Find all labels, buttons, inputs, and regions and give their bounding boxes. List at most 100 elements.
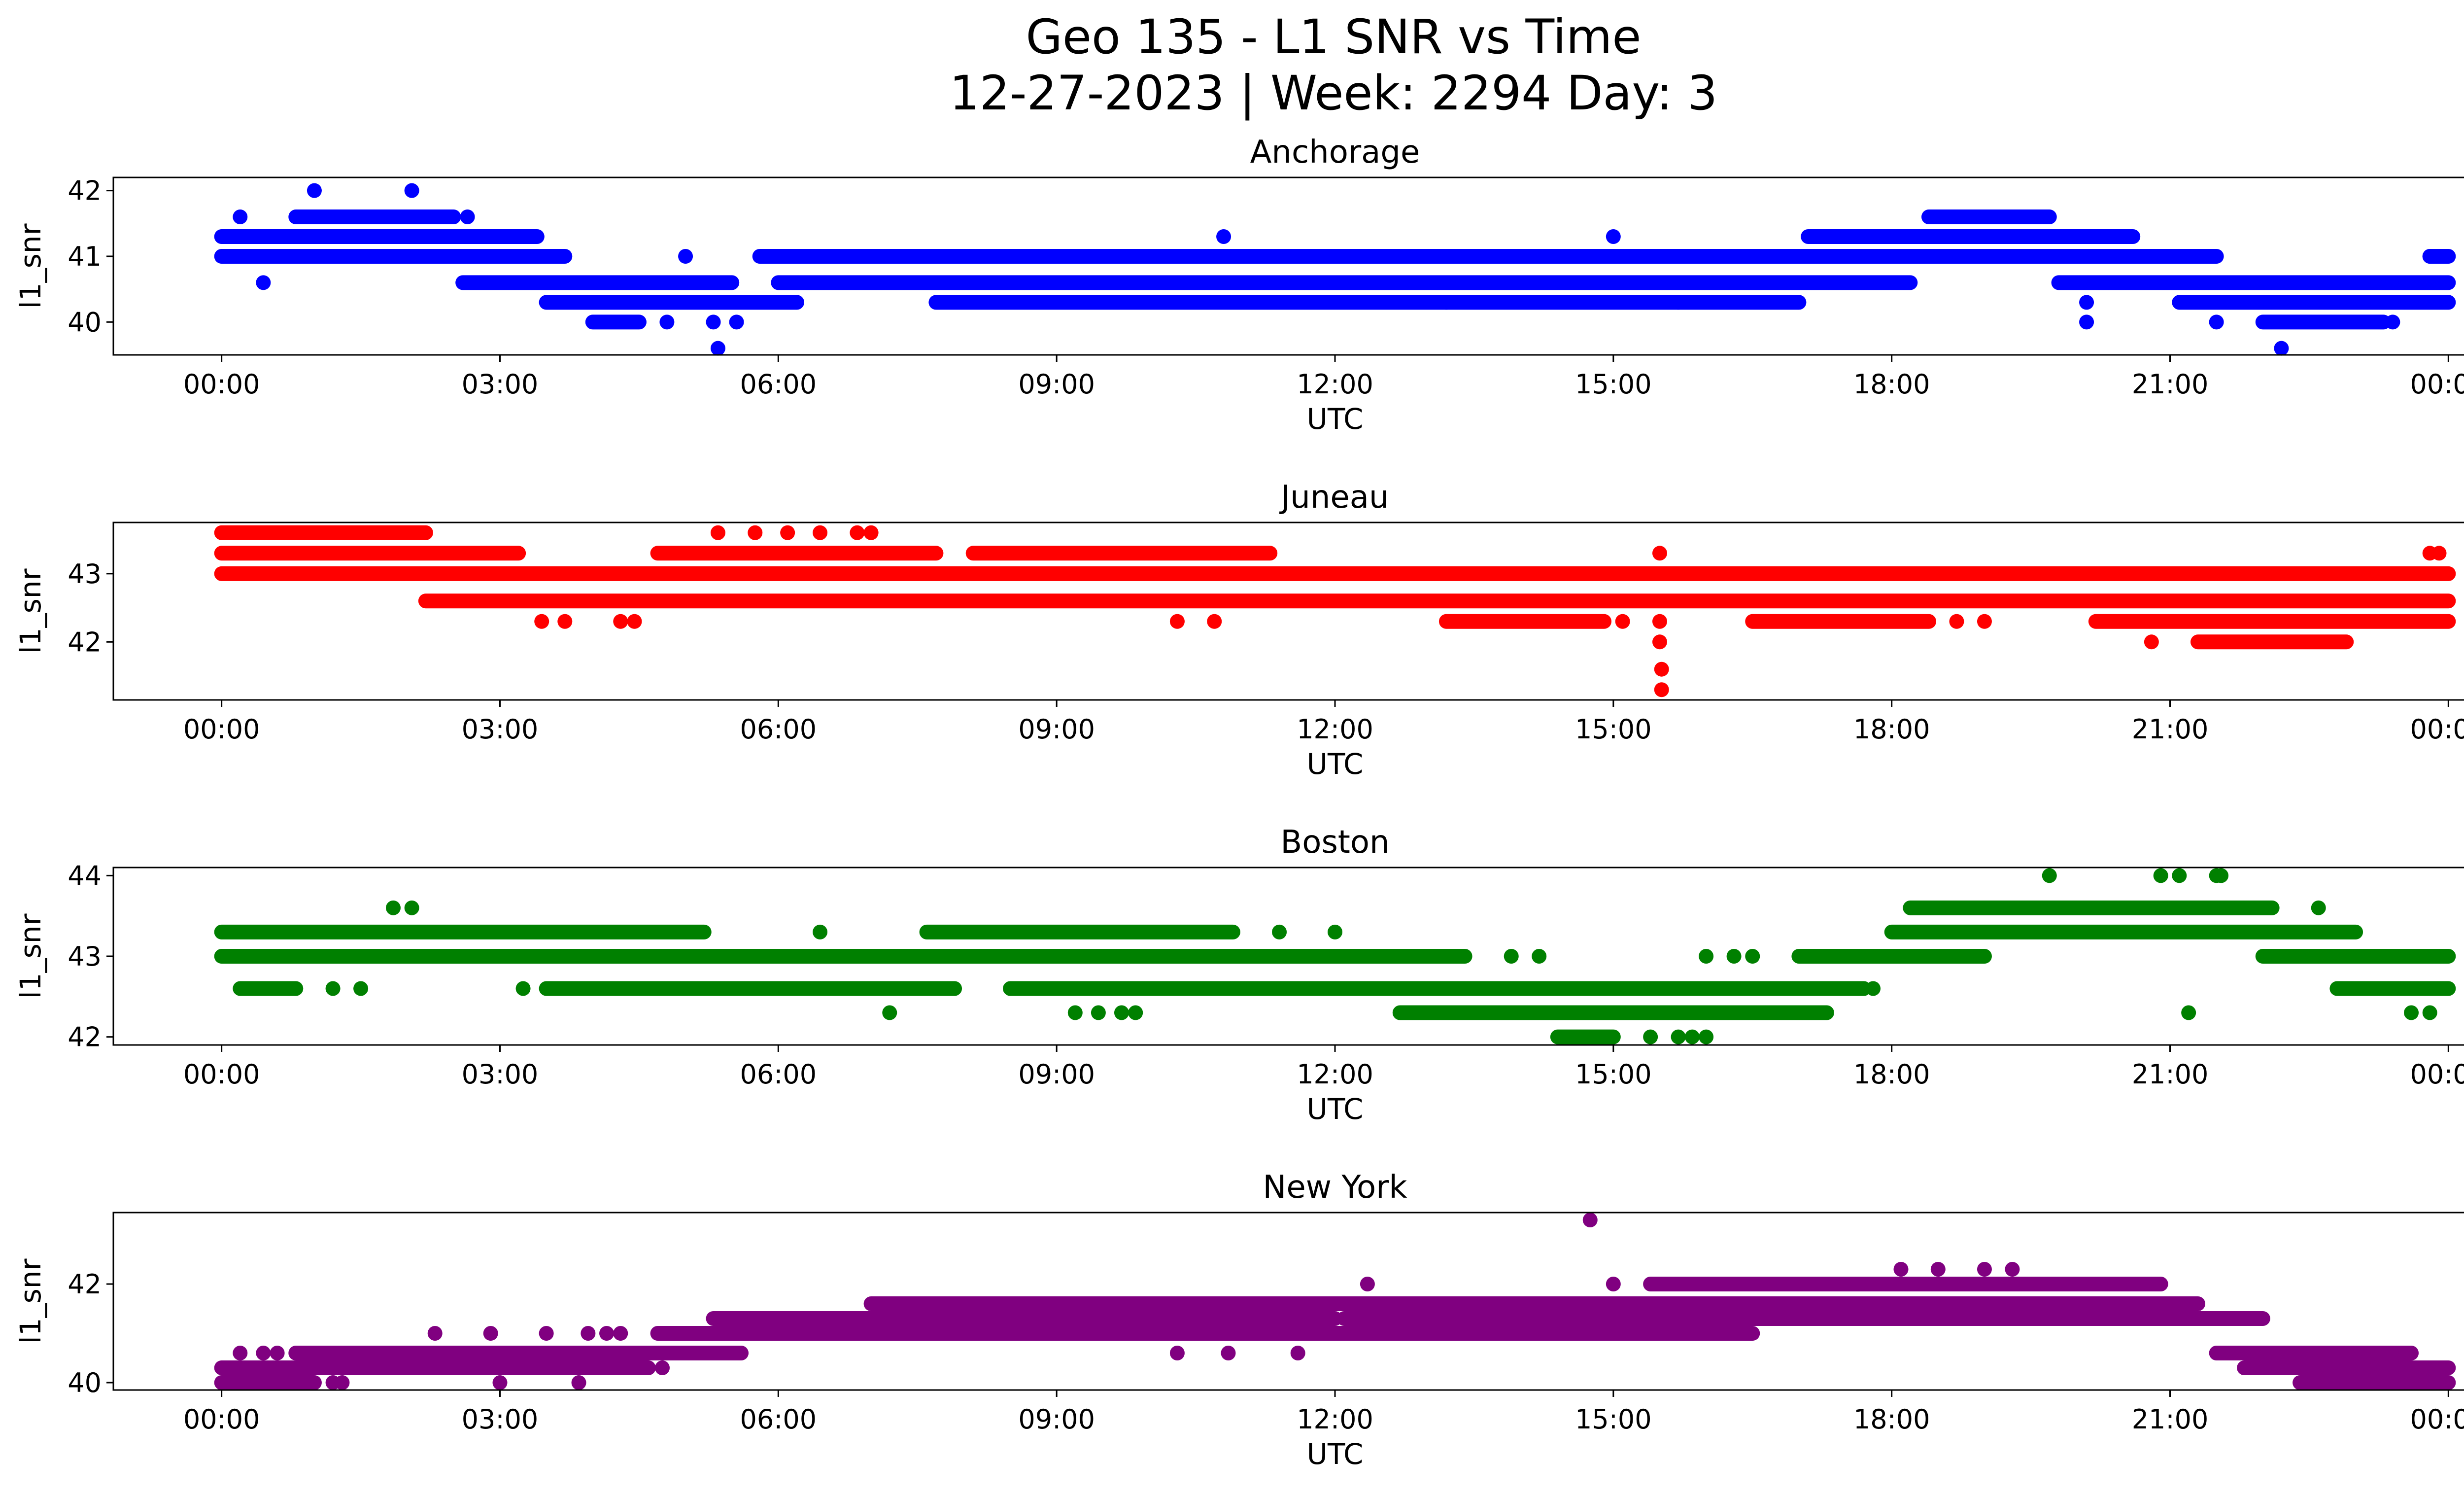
x-tick-label: 09:00 — [1018, 1059, 1095, 1090]
x-tick-label: 09:00 — [1018, 1404, 1095, 1435]
x-tick-label: 15:00 — [1575, 369, 1652, 400]
scatter-points — [214, 183, 2456, 356]
data-point — [1671, 295, 1686, 310]
data-point — [2311, 900, 2326, 915]
x-tick-label: 18:00 — [1853, 1059, 1930, 1090]
scatter-points — [214, 868, 2456, 1044]
subplot-boston: 42 43 44 00:00 03:00 06:00 09:00 12:00 15:00 18:0… — [14, 824, 2464, 1126]
data-point — [385, 900, 401, 915]
data-point — [613, 1326, 628, 1341]
x-axis-label: UTC — [1307, 402, 1364, 436]
x-tick-label: 06:00 — [740, 369, 817, 400]
x-tick-label: 09:00 — [1018, 714, 1095, 745]
data-point — [850, 525, 865, 540]
y-tick-label: 44 — [68, 860, 102, 891]
data-point — [2422, 249, 2437, 264]
data-point — [1290, 1346, 1305, 1360]
data-point — [724, 949, 740, 964]
x-tick-label: 00:00 — [2410, 1404, 2464, 1435]
x-tick-label: 03:00 — [462, 369, 539, 400]
x-tick-label: 00:00 — [2410, 714, 2464, 745]
data-point — [233, 209, 248, 224]
data-point — [1216, 229, 1232, 244]
y-axis-label: l1_snr — [14, 223, 47, 309]
data-point — [2116, 1296, 2131, 1311]
data-point — [710, 341, 725, 356]
data-point — [1221, 1346, 1236, 1360]
point-bands — [214, 209, 2456, 330]
x-tick-label: 15:00 — [1575, 1404, 1652, 1435]
data-point — [256, 275, 271, 290]
data-point — [534, 614, 549, 629]
data-point — [307, 183, 322, 198]
data-point — [654, 1360, 670, 1375]
data-point — [748, 525, 763, 540]
data-point — [404, 900, 419, 915]
x-tick-label: 21:00 — [2132, 369, 2209, 400]
y-axis-label: l1_snr — [14, 913, 47, 999]
x-tick-label: 18:00 — [1853, 1404, 1930, 1435]
data-point — [1893, 1262, 1909, 1277]
x-tick-label: 12:00 — [1297, 714, 1373, 745]
point-bands — [214, 1277, 2456, 1390]
data-point — [427, 1326, 443, 1341]
data-point — [678, 249, 693, 264]
x-tick-label: 06:00 — [740, 1404, 817, 1435]
data-point — [2153, 868, 2168, 883]
data-point — [1328, 924, 1342, 939]
data-point — [863, 525, 879, 540]
data-point — [2079, 314, 2094, 330]
data-point — [1949, 614, 1964, 629]
y-tick-label: 42 — [68, 175, 102, 207]
data-point — [1128, 1005, 1143, 1020]
y-tick-label: 41 — [68, 241, 102, 272]
y-tick-label: 42 — [68, 1022, 102, 1053]
subplot-title: Juneau — [1279, 479, 1389, 516]
data-point — [1541, 1326, 1556, 1341]
data-point — [1615, 614, 1630, 629]
point-bands — [214, 900, 2456, 1044]
x-tick-label: 03:00 — [462, 1059, 539, 1090]
data-point — [2097, 1296, 2113, 1311]
data-point — [1866, 981, 1881, 996]
x-axis-label: UTC — [1307, 1092, 1364, 1126]
data-point — [2431, 546, 2447, 561]
subplot-juneau: 42 43 00:00 03:00 06:00 09:00 12:00 15:00 18:00 2… — [14, 479, 2464, 781]
x-axis-label: UTC — [1307, 747, 1364, 781]
subplots: 40 41 42 00:00 03:00 06:00 09:00 12:00 15:00 18:0… — [14, 134, 2464, 1471]
data-point — [335, 1375, 350, 1390]
data-point — [1207, 614, 1222, 629]
data-point — [483, 1326, 498, 1341]
data-point — [1684, 1029, 1700, 1044]
data-point — [1438, 295, 1454, 310]
x-tick-label: 18:00 — [1853, 369, 1930, 400]
x-tick-label: 12:00 — [1297, 369, 1373, 400]
data-point — [599, 1326, 615, 1341]
x-tick-label: 00:00 — [2410, 369, 2464, 400]
x-tick-label: 12:00 — [1297, 1059, 1373, 1090]
point-bands — [214, 525, 2456, 650]
data-point — [1699, 1029, 1714, 1044]
subplot-new-york: 40 42 00:00 03:00 06:00 09:00 12:00 15:00 18:00 2… — [14, 1169, 2464, 1471]
x-tick-label: 00:00 — [2410, 1059, 2464, 1090]
data-point — [1652, 614, 1667, 629]
data-point — [882, 1005, 897, 1020]
data-point — [1114, 1005, 1129, 1020]
data-point — [780, 525, 795, 540]
data-point — [1169, 1346, 1185, 1360]
data-point — [1671, 1029, 1686, 1044]
data-point — [613, 614, 628, 629]
subplot-title: Anchorage — [1250, 134, 1420, 171]
y-tick-label: 40 — [68, 1367, 102, 1398]
x-tick-label: 12:00 — [1297, 1404, 1373, 1435]
scatter-points — [214, 525, 2456, 697]
data-point — [1272, 924, 1287, 939]
y-axis-label: l1_snr — [14, 568, 47, 654]
data-point — [1726, 949, 1742, 964]
data-point — [571, 1375, 586, 1390]
subplot-anchorage: 40 41 42 00:00 03:00 06:00 09:00 12:00 15:00 18:0… — [14, 134, 2464, 436]
data-point — [2209, 314, 2224, 330]
x-axis-label: UTC — [1307, 1437, 1364, 1471]
y-axis-label: l1_snr — [14, 1258, 47, 1344]
subplot-title: New York — [1263, 1169, 1407, 1206]
